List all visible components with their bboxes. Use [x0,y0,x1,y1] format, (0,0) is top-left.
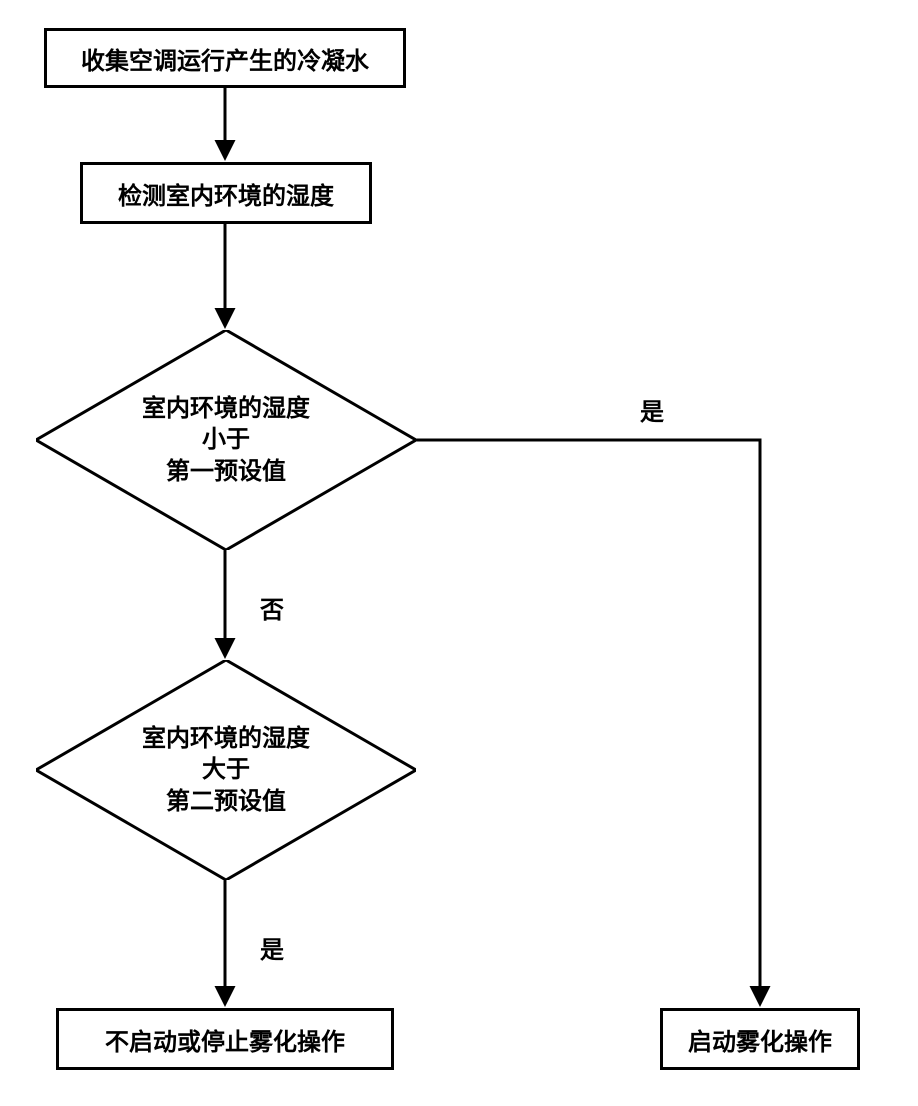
node-label: 检测室内环境的湿度 [118,176,334,211]
node-label: 收集空调运行产生的冷凝水 [81,41,369,76]
diamond-text-line: 室内环境的湿度 [142,393,310,424]
flowchart-node-stop: 不启动或停止雾化操作 [56,1008,394,1070]
flowchart-node-start: 启动雾化操作 [660,1008,860,1070]
flowchart-node-collect: 收集空调运行产生的冷凝水 [44,28,406,88]
flowchart-decision-humidity-low: 室内环境的湿度 小于 第一预设值 [36,330,416,550]
node-label: 启动雾化操作 [688,1022,832,1057]
flowchart-node-detect: 检测室内环境的湿度 [80,162,372,224]
diamond-text-line: 小于 [202,424,250,455]
edge-label-yes-bottom: 是 [260,930,284,965]
flowchart-decision-humidity-high: 室内环境的湿度 大于 第二预设值 [36,660,416,880]
edge-label-yes-right: 是 [640,392,664,427]
diamond-text-line: 室内环境的湿度 [142,723,310,754]
diamond-text-line: 第二预设值 [166,786,286,817]
node-label: 不启动或停止雾化操作 [105,1022,345,1057]
diamond-text-line: 大于 [202,754,250,785]
diamond-text-line: 第一预设值 [166,456,286,487]
edge-label-no: 否 [260,590,284,625]
